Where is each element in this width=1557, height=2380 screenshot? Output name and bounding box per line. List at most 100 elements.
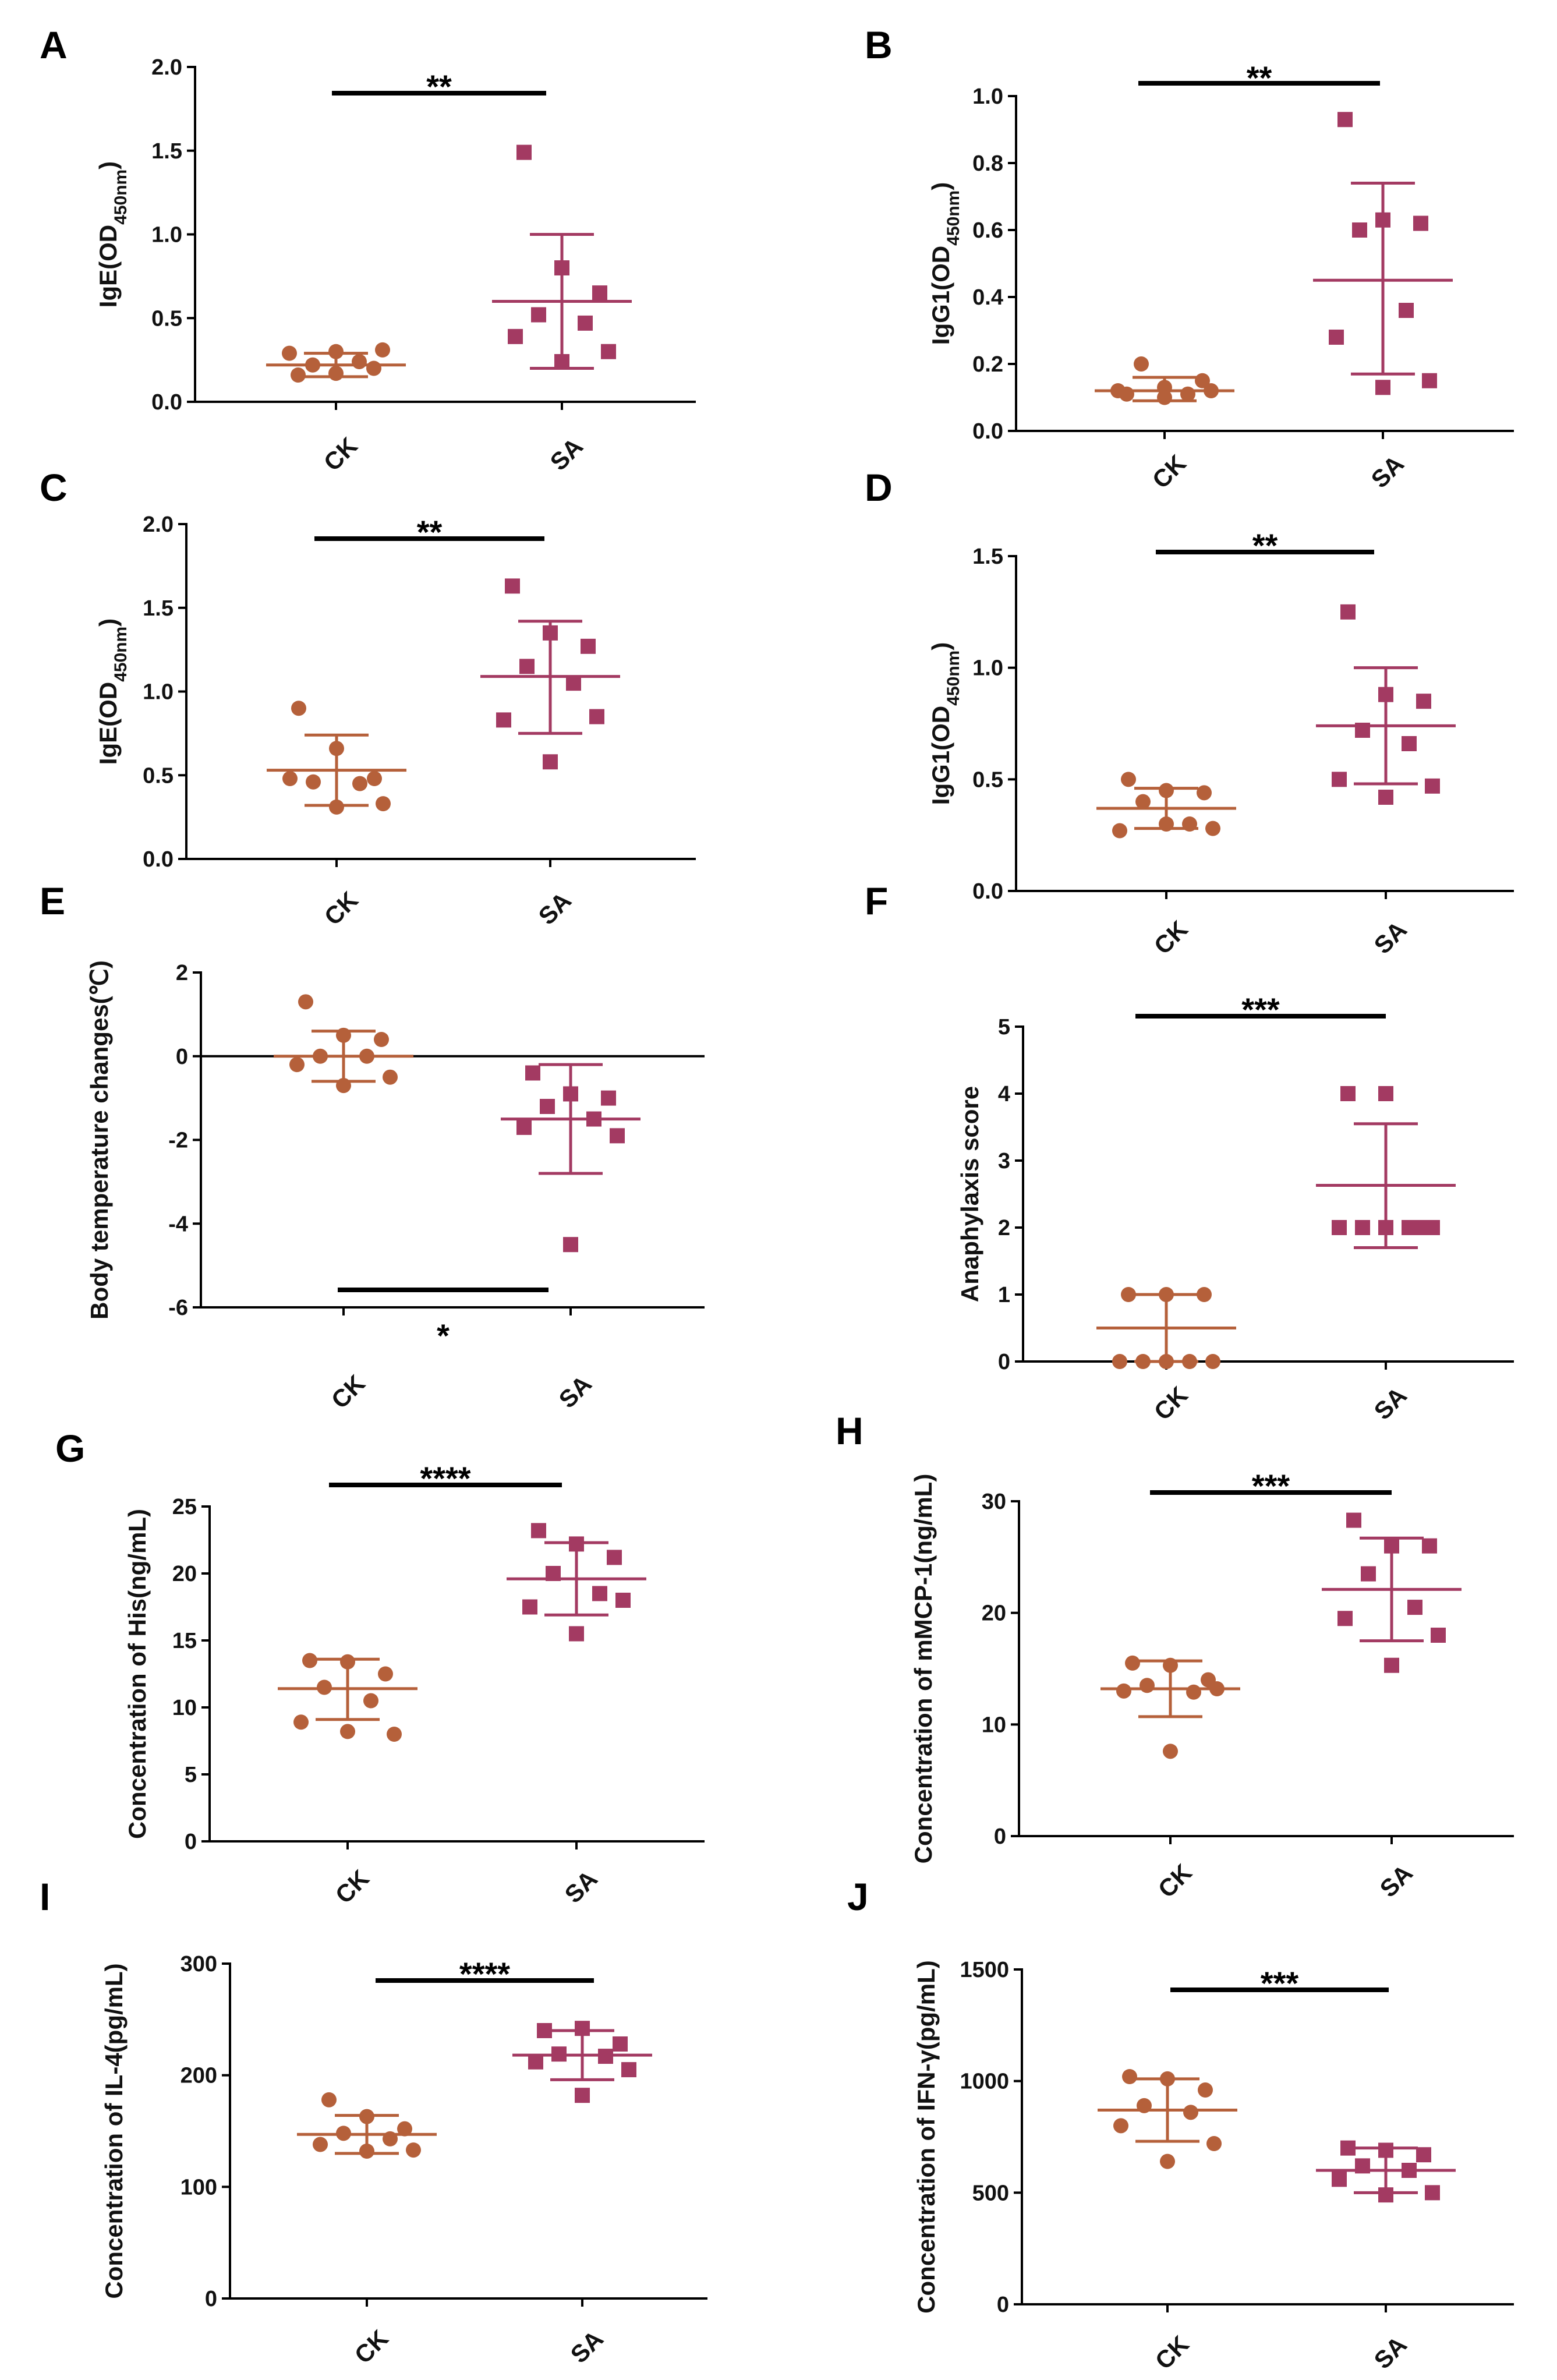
data-point-ck	[1125, 1655, 1140, 1671]
y-axis-label: Concentration of IL-4(pg/mL)	[100, 1963, 128, 2298]
y-tick-label: 0.0	[143, 847, 174, 872]
y-tick-label: 0.0	[972, 419, 1003, 444]
y-axis-label-main: Anaphylaxis score	[956, 1086, 983, 1302]
panel-letter: A	[40, 23, 68, 66]
data-point-ck	[340, 1654, 355, 1670]
data-point-sa	[1340, 604, 1356, 620]
x-tick-label-ck: CK	[319, 432, 363, 476]
data-point-ck	[329, 741, 344, 756]
data-point-sa	[1402, 1220, 1417, 1235]
y-tick-label: -2	[168, 1129, 188, 1153]
data-point-ck	[1122, 2069, 1137, 2084]
data-point-sa	[1332, 2172, 1347, 2187]
data-point-ck	[1135, 794, 1151, 809]
significance-stars: *	[437, 1317, 450, 1354]
data-point-ck	[1163, 1744, 1178, 1759]
data-point-ck	[336, 2126, 351, 2141]
y-axis-label-main: Concentration of IFN-γ(pg/mL)	[912, 1960, 940, 2314]
data-point-sa	[601, 1090, 616, 1106]
data-point-ck	[336, 1027, 351, 1043]
data-point-sa	[516, 1119, 532, 1135]
series-sa	[480, 578, 620, 770]
data-point-sa	[575, 2021, 590, 2036]
data-point-sa	[1422, 373, 1437, 388]
data-point-sa	[1355, 1220, 1370, 1235]
y-axis-label-subscript: 450nm	[944, 190, 963, 246]
y-tick-label: 1.0	[151, 223, 182, 247]
series-ck	[278, 1653, 417, 1742]
data-point-ck	[1197, 1287, 1212, 1302]
y-axis-label-main: IgG1(OD	[927, 706, 954, 805]
data-point-ck	[383, 1069, 398, 1085]
data-point-ck	[305, 357, 320, 373]
y-tick-label: 0.5	[143, 763, 174, 788]
series-sa	[1316, 2140, 1456, 2203]
significance-stars: **	[426, 68, 452, 105]
y-tick-label: 0	[176, 1045, 188, 1069]
data-point-sa	[592, 285, 607, 301]
data-point-ck	[1183, 2105, 1198, 2120]
data-point-sa	[1402, 736, 1417, 751]
data-point-ck	[293, 1714, 309, 1730]
y-tick-label: 200	[181, 2064, 217, 2088]
panel-j: J 0 500 1000 1500 CK SA Concentration of IFN-γ(…	[847, 1875, 1514, 2375]
series-ck	[274, 994, 413, 1094]
data-point-ck	[1140, 1678, 1155, 1693]
data-point-sa	[1378, 1086, 1393, 1101]
y-tick-label: 1.0	[972, 84, 1003, 109]
y-axis-label-main: Concentration of mMCP-1(ng/mL)	[910, 1474, 937, 1864]
data-point-ck	[340, 1724, 355, 1739]
data-point-ck	[1197, 785, 1212, 801]
data-point-ck	[282, 345, 297, 361]
y-axis-label-main: Concentration of IL-4(pg/mL)	[100, 1963, 128, 2298]
data-point-sa	[537, 2023, 552, 2038]
data-point-sa	[1361, 1566, 1376, 1582]
y-tick-label: 25	[172, 1495, 197, 1519]
y-tick-label: 1.0	[972, 656, 1003, 681]
y-tick-label: 1	[998, 1283, 1010, 1307]
data-point-ck	[1116, 1683, 1131, 1699]
data-point-sa	[522, 1599, 537, 1615]
y-tick-label: -6	[168, 1296, 188, 1320]
data-point-ck	[1159, 1354, 1174, 1369]
y-axis-label-end: )	[94, 618, 122, 627]
x-tick-label-ck: CK	[1147, 450, 1191, 494]
data-point-sa	[543, 625, 558, 641]
panel-letter: D	[865, 466, 893, 509]
panel-letter: G	[55, 1427, 85, 1470]
y-axis-label-subscript: 450nm	[111, 627, 130, 682]
data-point-ck	[282, 771, 298, 786]
y-tick-label: 0	[185, 1830, 197, 1854]
y-tick-label: 2.0	[143, 512, 174, 537]
data-point-ck	[1204, 383, 1219, 398]
series-sa	[1322, 1512, 1462, 1673]
significance-stars: ****	[420, 1460, 470, 1497]
y-axis-label-end: )	[94, 161, 122, 169]
series-ck	[1096, 772, 1236, 839]
data-point-sa	[1431, 1628, 1446, 1643]
panel-b: B 0.0 0.2 0.4 0.6 0.8 1.0 CK SA IgG1(OD450nm) **	[865, 23, 1514, 494]
data-point-ck	[1113, 2118, 1128, 2134]
data-point-sa	[1332, 772, 1347, 787]
x-tick-label-ck: CK	[1153, 1859, 1197, 1903]
y-tick-label: 10	[172, 1696, 197, 1720]
data-point-ck	[376, 796, 391, 812]
y-tick-label: 1.5	[972, 544, 1003, 569]
data-point-sa	[566, 676, 581, 691]
data-point-ck	[291, 701, 306, 716]
significance-stars: **	[1252, 527, 1278, 564]
data-point-sa	[525, 1065, 540, 1081]
data-point-ck	[1198, 2082, 1213, 2098]
significance-stars: ***	[1241, 991, 1280, 1028]
series-sa	[1316, 604, 1456, 805]
series-ck	[1100, 1655, 1240, 1759]
y-axis-label: Body temperature changes(℃)	[86, 960, 113, 1320]
y-axis-label-end: )	[927, 642, 954, 650]
series-ck	[1095, 356, 1234, 405]
significance-stars: **	[417, 514, 443, 550]
x-tick-label-ck: CK	[349, 2325, 394, 2369]
data-point-sa	[1425, 1220, 1440, 1235]
data-point-ck	[352, 776, 367, 791]
series-ck	[1098, 2069, 1237, 2169]
significance-stars: ***	[1261, 1965, 1299, 2001]
